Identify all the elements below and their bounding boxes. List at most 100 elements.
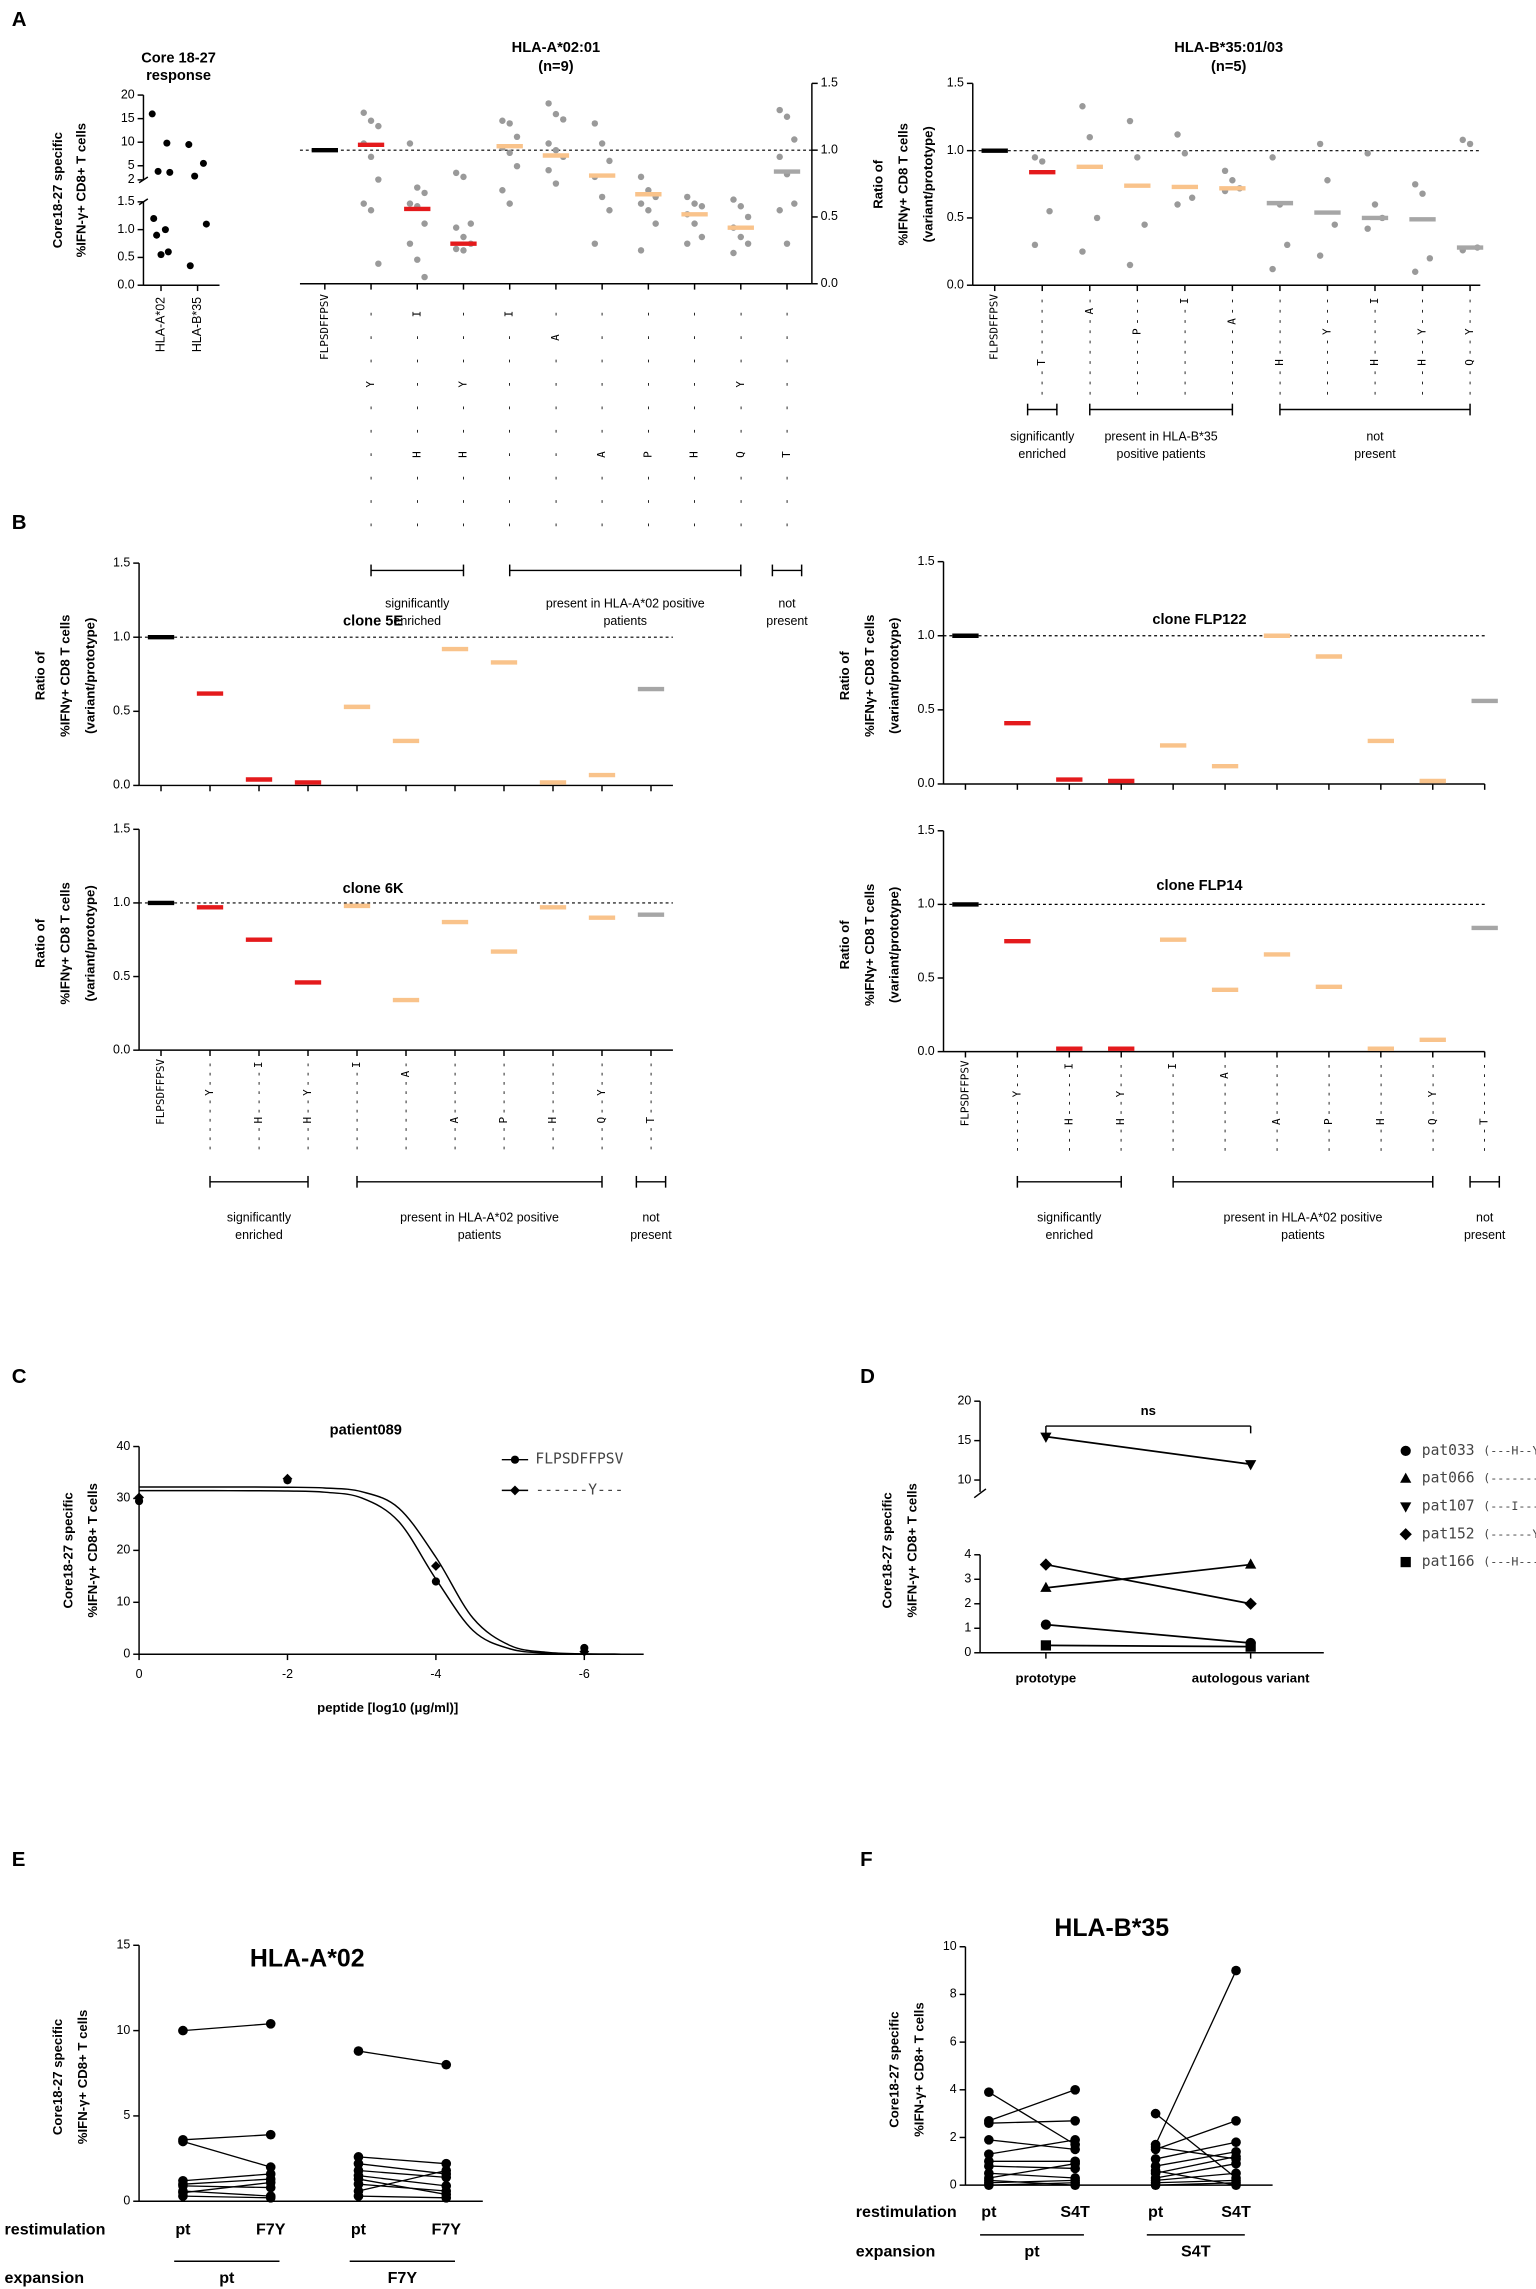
group-label: not — [1366, 430, 1384, 444]
data-point — [1411, 181, 1419, 188]
x-tick-label: prototype — [1016, 1671, 1077, 1686]
x-tick-label: --------A- — [549, 294, 562, 528]
data-point — [744, 213, 752, 221]
data-point — [199, 159, 207, 167]
data-point — [776, 153, 783, 161]
data-point — [150, 215, 158, 223]
legend-sequence: (---H-----I) — [1483, 1555, 1536, 1569]
y-tick-label: 0 — [964, 1645, 971, 1659]
y-tick-label: 20 — [957, 1393, 971, 1407]
pair-line — [358, 2169, 447, 2192]
y-axis-label: %IFNγ+ CD8 T cells — [862, 614, 877, 736]
axis-break — [973, 1488, 987, 1499]
data-point — [1150, 2154, 1161, 2164]
x-tick-label: ---H------ — [1374, 1060, 1387, 1152]
pair-line — [182, 2190, 271, 2197]
y-tick-label: 1.0 — [917, 628, 934, 642]
x-tick-label: ---T------ — [1035, 294, 1048, 397]
data-point — [265, 2177, 276, 2188]
fit-curve — [139, 1486, 622, 1655]
x-tick-label: -2 — [282, 1667, 293, 1681]
data-point — [1031, 154, 1039, 161]
data-point — [506, 200, 513, 207]
data-point — [353, 2046, 364, 2056]
data-point — [791, 200, 798, 207]
pair-line — [1155, 2163, 1237, 2179]
group-label: present in HLA-A*02 positive — [1224, 1211, 1383, 1225]
y-tick-label: 5 — [128, 158, 135, 172]
data-point — [984, 2087, 994, 2098]
row-label: expansion — [5, 2269, 85, 2287]
data-point — [1231, 2180, 1241, 2190]
data-point — [1031, 241, 1039, 249]
y-axis-label: Ratio of — [33, 651, 48, 701]
data-point — [984, 2118, 994, 2128]
x-tick-label: ---Q--Y--- — [595, 1059, 608, 1151]
y-axis-label: Core18-27 specific — [50, 2019, 65, 2135]
data-point — [1324, 177, 1331, 184]
group-label: significantly — [1010, 430, 1075, 444]
group-label: not — [1476, 1211, 1494, 1225]
pair-line — [1155, 2113, 1237, 2179]
data-point — [1174, 201, 1181, 208]
y-tick-label: 10 — [957, 1472, 971, 1486]
row-label: restimulation — [856, 2203, 957, 2221]
data-point — [1371, 201, 1379, 208]
pair-line — [988, 2139, 1076, 2151]
y-axis-label: Core18-27 specific — [60, 1492, 75, 1608]
legend-sequence: (------Y---) — [1483, 1527, 1536, 1541]
data-point — [1269, 265, 1276, 273]
pair-line — [358, 2183, 447, 2192]
data-point — [606, 157, 613, 165]
pair-line — [1155, 2172, 1237, 2182]
pair-line — [182, 2023, 271, 2032]
data-point — [202, 220, 210, 228]
fit-curve — [139, 1489, 622, 1655]
y-axis-label: (variant/prototype) — [82, 885, 97, 1001]
x-tick-label: S4T — [1060, 2203, 1090, 2221]
y-tick-label: 4 — [950, 2082, 957, 2096]
y-axis-label: (variant/prototype) — [82, 618, 97, 734]
data-point — [353, 2191, 364, 2201]
x-tick-label: ---H------ — [1273, 294, 1286, 397]
y-tick-label: 2 — [128, 172, 135, 186]
y-axis-label: (variant/prototype) — [887, 618, 902, 734]
x-tick-label: ---H------ — [546, 1059, 559, 1151]
y-tick-label: 0.0 — [917, 1044, 934, 1058]
legend-marker — [510, 1485, 520, 1496]
pair-line — [988, 2163, 1076, 2179]
data-point — [1070, 2180, 1080, 2190]
y-tick-label: 1.5 — [947, 76, 964, 90]
data-point — [431, 1577, 440, 1586]
data-point — [637, 173, 645, 181]
data-point — [645, 187, 652, 194]
x-tick-label: F7Y — [431, 2221, 461, 2239]
y-tick-label: 1.0 — [113, 895, 130, 909]
pair-line — [1155, 2146, 1237, 2160]
y-tick-label: 0 — [950, 2177, 957, 2191]
y-tick-label: 1.5 — [117, 194, 134, 208]
annotation: ns — [1141, 1403, 1156, 1418]
legend-marker — [510, 1455, 520, 1464]
legend-marker — [1400, 1472, 1412, 1483]
x-tick-label: pt — [175, 2221, 191, 2239]
y-tick-label: 0.0 — [947, 277, 964, 291]
data-point — [1040, 1640, 1052, 1651]
x-tick-label: ---T------ — [644, 1059, 657, 1151]
x-tick-label: 0 — [136, 1667, 143, 1681]
legend-sequence: (---------I) — [1483, 1471, 1536, 1485]
y-tick-label: 10 — [943, 1939, 957, 1953]
y-axis-label: %IFN-γ+ CD8+ T cells — [904, 1483, 919, 1618]
pair-line — [988, 2089, 1076, 2122]
x-tick-label: pt — [351, 2221, 367, 2239]
data-point — [1231, 1965, 1241, 1976]
pair-line — [182, 2173, 271, 2182]
x-tick-label: ---P------ — [641, 294, 654, 528]
data-point — [375, 122, 382, 130]
pair-line — [182, 2185, 271, 2189]
data-point — [1039, 158, 1046, 165]
data-point — [684, 240, 691, 247]
y-axis-label: (variant/prototype) — [920, 126, 935, 242]
y-axis-label: Core18-27 specific — [887, 2011, 902, 2127]
